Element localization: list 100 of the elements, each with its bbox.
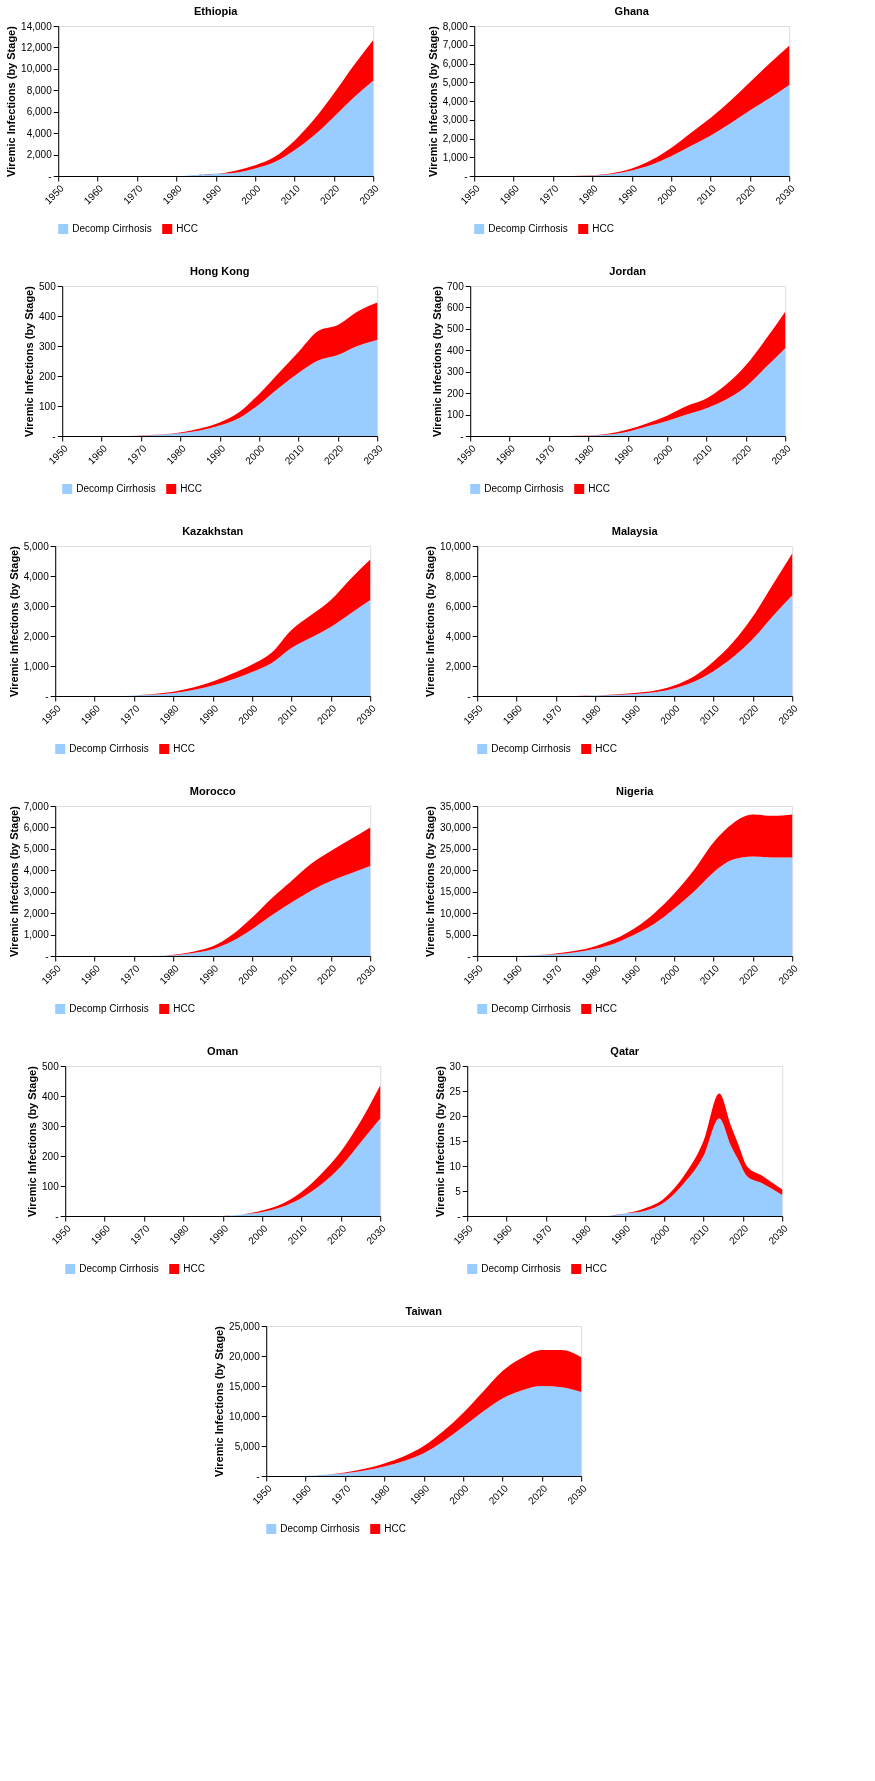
y-tick-label: 2,000: [23, 630, 50, 642]
y-axis-title: Viremic Infections (by Stage): [424, 545, 437, 697]
y-axis-title: Viremic Infections (by Stage): [5, 25, 18, 177]
y-tick-label: 3,000: [442, 114, 469, 126]
chart-title: Ethiopia: [194, 5, 239, 17]
y-tick-label: 5,000: [445, 929, 472, 941]
y-tick-label: 2,000: [442, 133, 469, 144]
chart-title: Ghana: [614, 5, 650, 17]
y-tick-label: 5: [455, 1185, 462, 1197]
y-axis-title: Viremic Infections (by Stage): [431, 285, 444, 437]
y-tick-label: 15: [449, 1135, 462, 1147]
y-tick-label: 2,000: [26, 149, 53, 161]
legend-label: Decomp Cirrhosis: [76, 483, 156, 494]
y-tick-label: 400: [42, 1090, 60, 1102]
y-axis-title: Viremic Infections (by Stage): [213, 1325, 226, 1477]
legend-label: HCC: [183, 1263, 205, 1274]
y-tick-label: -: [52, 430, 56, 442]
y-tick-label: -: [467, 950, 471, 962]
legend-label: HCC: [173, 1003, 195, 1014]
y-tick-label: 7,000: [23, 800, 50, 812]
y-tick-label: 1,000: [23, 660, 50, 672]
y-tick-label: 3,000: [23, 600, 50, 612]
legend-label: HCC: [585, 1263, 607, 1274]
y-tick-label: -: [45, 950, 49, 962]
legend-label: Decomp Cirrhosis: [280, 1523, 360, 1534]
y-tick-label: 10: [449, 1160, 462, 1172]
y-tick-label: 3,000: [23, 886, 50, 898]
y-tick-label: 200: [39, 370, 57, 382]
y-tick-label: 10,000: [229, 1410, 261, 1422]
chart-title: Taiwan: [405, 1305, 443, 1317]
y-tick-label: 400: [447, 344, 465, 356]
y-tick-label: 1,000: [23, 929, 50, 941]
legend-label: Decomp Cirrhosis: [481, 1263, 561, 1274]
legend-label: HCC: [595, 743, 617, 754]
legend-label: Decomp Cirrhosis: [69, 1003, 149, 1014]
y-tick-label: 5,000: [23, 540, 50, 552]
y-tick-label: 20,000: [440, 864, 472, 876]
y-tick-label: -: [48, 170, 52, 182]
y-tick-label: -: [457, 1210, 461, 1222]
y-tick-label: 10,000: [21, 63, 53, 75]
chart-title: Nigeria: [616, 785, 655, 797]
y-tick-label: 4,000: [26, 127, 53, 139]
y-tick-label: 500: [39, 280, 57, 292]
y-axis-title: Viremic Infections (by Stage): [7, 545, 20, 697]
y-tick-label: 200: [447, 387, 465, 399]
y-axis-title: Viremic Infections (by Stage): [26, 1065, 39, 1217]
y-tick-label: 7,000: [442, 39, 469, 51]
y-tick-label: 500: [42, 1060, 60, 1072]
y-tick-label: 2,000: [23, 907, 50, 919]
chart-title: Oman: [207, 1045, 239, 1057]
legend-label: HCC: [588, 483, 610, 494]
y-tick-label: 6,000: [442, 58, 469, 69]
y-tick-label: 14,000: [21, 20, 53, 32]
legend-label: Decomp Cirrhosis: [72, 223, 152, 234]
chart-title: Morocco: [189, 785, 236, 797]
y-tick-label: -: [45, 690, 49, 702]
y-tick-label: 20,000: [229, 1350, 261, 1362]
y-tick-label: 15,000: [229, 1380, 261, 1392]
y-tick-label: 25,000: [229, 1320, 261, 1332]
y-tick-label: -: [256, 1470, 260, 1482]
legend-label: HCC: [592, 223, 614, 234]
y-tick-label: 4,000: [23, 570, 50, 582]
y-tick-label: 700: [447, 280, 465, 292]
y-tick-label: 300: [447, 366, 465, 378]
y-tick-label: 100: [42, 1180, 60, 1192]
y-axis-title: Viremic Infections (by Stage): [7, 805, 20, 957]
chart-title: Kazakhstan: [182, 525, 244, 537]
y-tick-label: 600: [447, 301, 465, 313]
y-tick-label: -: [460, 430, 464, 442]
y-tick-label: -: [55, 1210, 59, 1222]
y-tick-label: 300: [39, 340, 57, 352]
y-tick-label: 100: [447, 409, 465, 421]
chart-title: Malaysia: [611, 525, 659, 537]
chart-title: Hong Kong: [190, 265, 250, 277]
y-tick-label: 500: [447, 323, 465, 335]
y-axis-title: Viremic Infections (by Stage): [433, 1065, 446, 1217]
y-tick-label: 5,000: [234, 1440, 261, 1452]
y-tick-label: 15,000: [440, 886, 472, 898]
legend-label: Decomp Cirrhosis: [491, 743, 571, 754]
y-tick-label: 10,000: [440, 540, 472, 552]
y-tick-label: 30,000: [440, 821, 472, 833]
y-axis-title: Viremic Infections (by Stage): [23, 285, 36, 437]
y-tick-label: 25: [449, 1085, 462, 1097]
y-tick-label: 10,000: [440, 907, 472, 919]
legend-label: HCC: [180, 483, 202, 494]
y-tick-label: 6,000: [26, 106, 53, 118]
legend-label: HCC: [173, 743, 195, 754]
y-axis-title: Viremic Infections (by Stage): [426, 25, 439, 177]
chart-title: Jordan: [609, 265, 647, 277]
y-tick-label: 8,000: [442, 20, 469, 32]
y-tick-label: 300: [42, 1120, 60, 1132]
y-tick-label: 35,000: [440, 800, 472, 812]
legend-label: HCC: [176, 223, 198, 234]
legend-label: Decomp Cirrhosis: [79, 1263, 159, 1274]
y-tick-label: 6,000: [445, 600, 472, 612]
y-tick-label: 4,000: [23, 864, 50, 876]
y-tick-label: 12,000: [21, 41, 53, 53]
y-tick-label: 5,000: [442, 76, 469, 88]
y-tick-label: 8,000: [26, 84, 53, 96]
y-tick-label: 2,000: [445, 660, 472, 672]
